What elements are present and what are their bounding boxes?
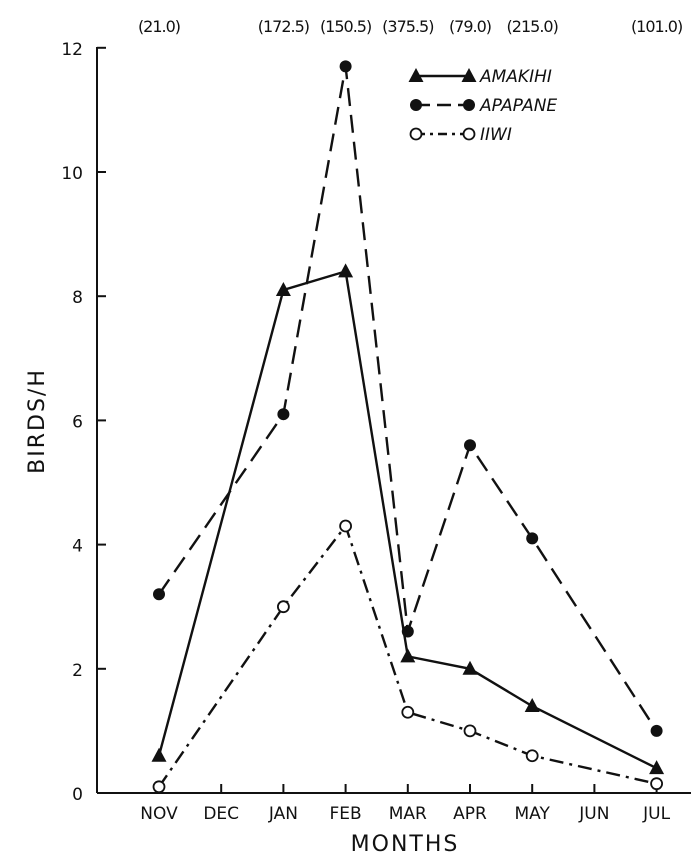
data-point-amakihi — [151, 747, 167, 762]
x-tick-label: APR — [453, 804, 487, 824]
data-point-amakihi — [649, 760, 665, 775]
legend-marker-iiwi — [462, 127, 476, 141]
legend-label-apapane: APAPANE — [479, 96, 557, 116]
legend: AMAKIHI APAPANE IIWI — [408, 67, 557, 145]
y-tick-label: 6 — [72, 412, 83, 432]
y-axis-label: BIRDS/H — [25, 368, 50, 474]
data-point-iiwi — [339, 519, 353, 533]
data-point-apapane — [650, 724, 663, 737]
data-point-iiwi — [650, 777, 663, 791]
x-tick-label: DEC — [203, 804, 239, 824]
data-point-amakihi — [400, 648, 416, 663]
top-annotation: (79.0) — [449, 17, 491, 36]
y-tick-label: 2 — [72, 661, 83, 681]
x-tick-label: NOV — [140, 804, 178, 824]
series-line-amakihi — [157, 269, 658, 770]
x-tick-label: JUN — [578, 804, 609, 824]
data-point-amakihi — [275, 281, 291, 296]
legend-marker-amakihi — [461, 68, 477, 82]
data-point-iiwi — [152, 780, 166, 794]
y-tick-label: 8 — [72, 288, 83, 308]
legend-label-amakihi: AMAKIHI — [479, 67, 552, 87]
x-tick-label: JUL — [642, 804, 670, 824]
data-point-apapane — [277, 408, 290, 421]
y-tick-label: 0 — [72, 785, 83, 805]
legend-marker-iiwi — [409, 127, 423, 141]
data-point-amakihi — [462, 660, 478, 675]
top-annotations: (21.0) (172.5) (150.5) (375.5) (79.0) (215.0)… — [138, 17, 683, 36]
data-point-apapane — [401, 625, 414, 638]
top-annotation: (375.5) — [382, 17, 433, 36]
legend-label-iiwi: IIWI — [480, 125, 512, 145]
x-tick-label: MAR — [389, 804, 427, 824]
y-tick-label: 10 — [61, 164, 83, 184]
data-point-iiwi — [525, 749, 539, 763]
data-point-iiwi — [463, 724, 477, 738]
data-point-apapane — [526, 532, 539, 545]
data-point-apapane — [339, 60, 352, 73]
data-point-amakihi — [524, 698, 540, 713]
data-point-iiwi — [276, 600, 290, 614]
data-point-amakihi — [338, 263, 354, 278]
legend-marker-amakihi — [408, 68, 424, 82]
data-point-iiwi — [401, 705, 415, 719]
data-point-apapane — [464, 439, 476, 452]
y-tick-label: 12 — [61, 40, 83, 60]
top-annotation: (21.0) — [138, 17, 180, 36]
x-tick-label: MAY — [515, 804, 551, 824]
top-annotation: (215.0) — [507, 17, 558, 36]
y-tick-label: 4 — [72, 537, 83, 557]
x-tick-label: JAN — [268, 804, 298, 824]
legend-marker-apapane — [463, 99, 475, 111]
legend-marker-apapane — [410, 99, 422, 111]
top-annotation: (150.5) — [320, 17, 371, 36]
top-annotation: (172.5) — [258, 17, 309, 36]
x-tick-label: FEB — [330, 804, 362, 824]
x-axis-label: MONTHS — [351, 832, 460, 857]
top-annotation: (101.0) — [631, 17, 682, 36]
axes: 0 2 4 6 8 10 12 NOV DEC JAN FEB MAR APR MAY JUN JUL — [61, 40, 691, 824]
data-point-apapane — [153, 588, 165, 601]
series-lines — [151, 60, 665, 794]
